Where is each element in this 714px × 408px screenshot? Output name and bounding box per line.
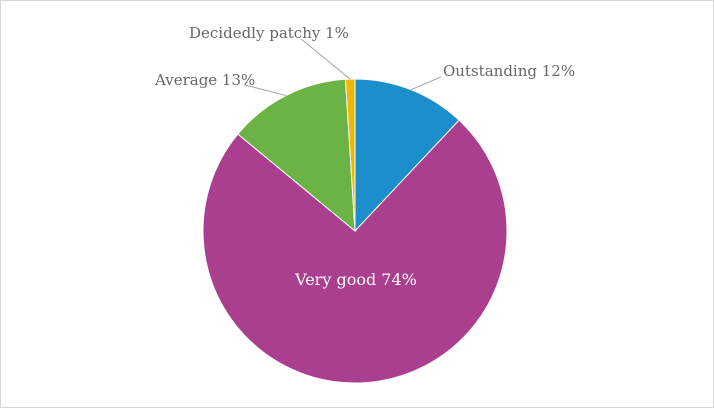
pie-slice-average bbox=[237, 78, 356, 233]
pie-slice-decidedly-patchy bbox=[344, 78, 356, 232]
leader-line-average bbox=[244, 84, 287, 97]
data-label-outstanding: Outstanding 12% bbox=[443, 62, 575, 80]
data-label-average: Average 13% bbox=[154, 71, 255, 89]
pie-slice-outstanding bbox=[354, 78, 460, 233]
data-label-very-good: Very good 74% bbox=[294, 270, 417, 289]
pie-slice-very-good bbox=[202, 119, 508, 384]
data-labels: Outstanding 12% Very good 74% Average 13… bbox=[154, 24, 575, 289]
leader-lines bbox=[244, 38, 442, 97]
leader-line-decidedly-patchy bbox=[300, 38, 351, 80]
leader-line-outstanding bbox=[410, 76, 442, 91]
pie-slices bbox=[202, 78, 508, 384]
data-label-decidedly-patchy: Decidedly patchy 1% bbox=[189, 24, 349, 42]
